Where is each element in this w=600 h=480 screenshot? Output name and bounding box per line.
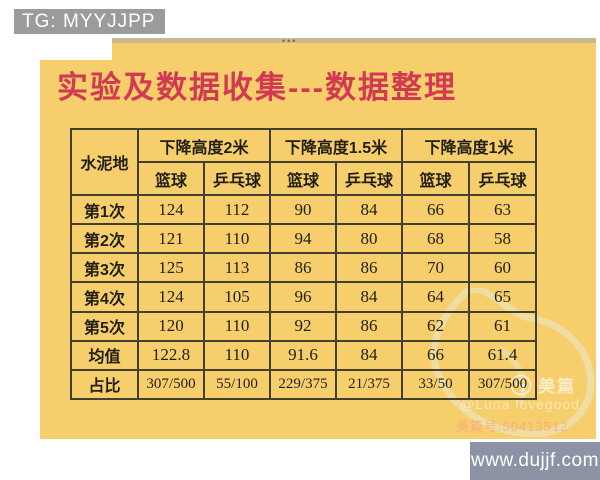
value-cell: 84 — [335, 193, 403, 226]
value-cell: 110 — [203, 339, 271, 371]
value-cell: 307/500 — [468, 368, 537, 401]
table-row: 均值 122.8 110 91.6 84 66 61.4 — [70, 339, 537, 371]
value-cell: 60 — [468, 252, 537, 284]
tg-watermark-label: TG: MYYJJPP — [14, 9, 166, 34]
top-left-white-patch — [40, 38, 112, 60]
sub-header-pingpong: 乒乓球 — [203, 161, 271, 196]
value-cell: 55/100 — [203, 368, 271, 401]
row-label: 第5次 — [70, 310, 139, 342]
meipian-brand-text: 美篇 — [538, 377, 576, 396]
value-cell: 66 — [401, 339, 470, 371]
more-menu-icon[interactable]: ••• — [282, 36, 298, 46]
photo-top-strip — [40, 38, 596, 43]
value-cell: 84 — [335, 339, 403, 371]
value-cell: 64 — [401, 281, 470, 313]
group-header-2m: 下降高度2米 — [137, 128, 271, 163]
value-cell: 307/500 — [137, 368, 205, 401]
table-row: 第5次 120 110 92 86 62 61 — [70, 310, 537, 342]
sub-header-pingpong: 乒乓球 — [468, 161, 537, 196]
corner-header-cell: 水泥地 — [70, 128, 139, 196]
table-row: 第1次 124 112 90 84 66 63 — [70, 193, 537, 226]
value-cell: 70 — [401, 252, 470, 284]
sub-header-basketball: 篮球 — [401, 161, 470, 196]
sub-header-row: 篮球 乒乓球 篮球 乒乓球 篮球 乒乓球 — [71, 161, 537, 196]
value-cell: 86 — [335, 252, 403, 284]
value-cell: 66 — [401, 193, 470, 226]
value-cell: 86 — [269, 252, 337, 284]
value-cell: 62 — [401, 310, 470, 342]
value-cell: 110 — [203, 310, 271, 342]
table-row: 占比 307/500 55/100 229/375 21/375 33/50 307/500 — [70, 368, 537, 401]
table-row: 第2次 121 110 94 80 68 58 — [70, 223, 537, 255]
value-cell: 229/375 — [269, 368, 337, 401]
value-cell: 94 — [269, 223, 337, 255]
row-label: 第4次 — [70, 281, 139, 313]
value-cell: 125 — [137, 252, 205, 284]
value-cell: 61.4 — [468, 339, 537, 371]
sub-header-basketball: 篮球 — [269, 161, 337, 196]
row-label: 第2次 — [70, 223, 139, 255]
value-cell: 86 — [335, 310, 403, 342]
value-cell: 90 — [269, 193, 337, 226]
value-cell: 113 — [203, 252, 271, 284]
value-cell: 112 — [203, 193, 271, 226]
value-cell: 80 — [335, 223, 403, 255]
value-cell: 91.6 — [269, 339, 337, 371]
value-cell: 110 — [203, 223, 271, 255]
row-label: 占比 — [70, 368, 139, 401]
value-cell: 96 — [269, 281, 337, 313]
photo-area: ••• 实验及数据收集---数据整理 美篇 @Luna lovegood 美篇号… — [40, 36, 596, 439]
value-cell: 68 — [401, 223, 470, 255]
sub-header-pingpong: 乒乓球 — [335, 161, 403, 196]
sub-header-basketball: 篮球 — [137, 161, 205, 196]
watermark-id: 美篇号:50413512 — [456, 419, 569, 434]
value-cell: 58 — [468, 223, 537, 255]
value-cell: 124 — [137, 193, 205, 226]
site-url-watermark: www.dujjf.com — [470, 442, 600, 480]
row-label: 均值 — [70, 339, 139, 371]
value-cell: 92 — [269, 310, 337, 342]
value-cell: 121 — [137, 223, 205, 255]
value-cell: 61 — [468, 310, 537, 342]
value-cell: 122.8 — [137, 339, 205, 371]
value-cell: 105 — [203, 281, 271, 313]
table-row: 第4次 124 105 96 84 64 65 — [70, 281, 537, 313]
value-cell: 120 — [137, 310, 205, 342]
value-cell: 84 — [335, 281, 403, 313]
watermark-author: @Luna lovegood — [460, 396, 581, 412]
group-header-1-5m: 下降高度1.5米 — [269, 128, 403, 163]
row-label: 第1次 — [70, 193, 139, 226]
page-title: 实验及数据收集---数据整理 — [57, 70, 457, 105]
table-row: 第3次 125 113 86 86 70 60 — [70, 252, 537, 284]
value-cell: 124 — [137, 281, 205, 313]
group-header-row: 水泥地 下降高度2米 下降高度1.5米 下降高度1米 — [70, 128, 537, 196]
value-cell: 65 — [468, 281, 537, 313]
value-cell: 21/375 — [335, 368, 403, 401]
experiment-data-table: 水泥地 下降高度2米 下降高度1.5米 下降高度1米 篮球 乒乓球 篮球 乒乓球… — [70, 128, 537, 401]
value-cell: 33/50 — [401, 368, 470, 401]
group-header-1m: 下降高度1米 — [401, 128, 537, 163]
row-label: 第3次 — [70, 252, 139, 284]
value-cell: 63 — [468, 193, 537, 226]
